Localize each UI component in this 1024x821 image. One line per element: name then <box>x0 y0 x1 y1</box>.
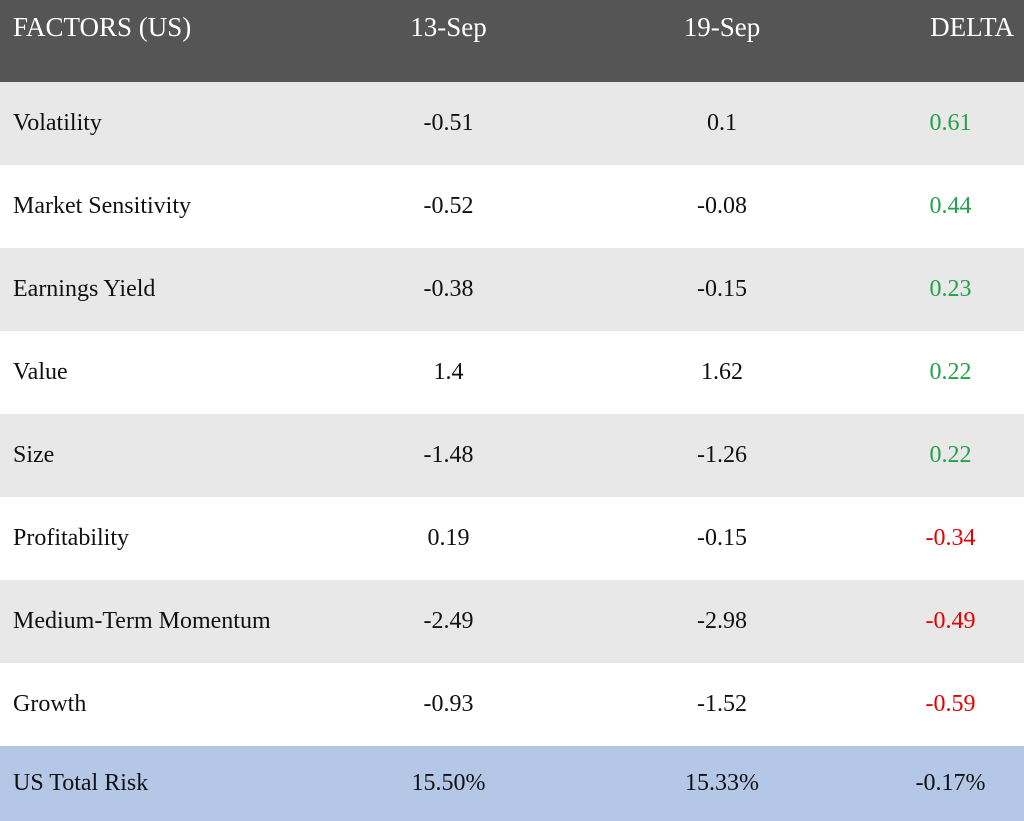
delta-value: -0.49 <box>925 608 976 634</box>
value-19-sep: 0.1 <box>707 110 737 136</box>
value-19-sep: -0.15 <box>697 525 747 551</box>
header-date-1: 13-Sep <box>410 12 487 42</box>
delta-value: -0.34 <box>925 525 976 551</box>
total-label: US Total Risk <box>13 770 149 796</box>
value-13-sep: -0.38 <box>423 276 474 302</box>
total-value-1: 15.50% <box>411 770 486 796</box>
value-19-sep: -1.52 <box>697 691 747 717</box>
header-date-2: 19-Sep <box>683 12 761 42</box>
table-row: Volatility -0.51 0.1 0.61 <box>0 82 1024 165</box>
table-row: Earnings Yield -0.38 -0.15 0.23 <box>0 248 1024 331</box>
value-19-sep: -1.26 <box>697 442 747 468</box>
delta-value: 0.22 <box>929 442 972 468</box>
table-header-row: FACTORS (US) 13-Sep 19-Sep DELTA <box>0 0 1024 82</box>
value-13-sep: -0.93 <box>423 691 474 717</box>
total-row: US Total Risk 15.50% 15.33% -0.17% <box>0 746 1024 821</box>
value-13-sep: -0.51 <box>423 110 474 136</box>
factor-name: Earnings Yield <box>13 276 156 302</box>
table-row: Size -1.48 -1.26 0.22 <box>0 414 1024 497</box>
factor-name: Volatility <box>13 110 102 136</box>
delta-value: 0.22 <box>929 359 972 385</box>
value-19-sep: 1.62 <box>701 359 743 385</box>
value-19-sep: -2.98 <box>697 608 747 634</box>
table-row: Value 1.4 1.62 0.22 <box>0 331 1024 414</box>
table-row: Profitability 0.19 -0.15 -0.34 <box>0 497 1024 580</box>
table-body: Volatility -0.51 0.1 0.61 Market Sensitivity… <box>0 82 1024 746</box>
delta-value: 0.61 <box>929 110 972 136</box>
table-row: Growth -0.93 -1.52 -0.59 <box>0 663 1024 746</box>
value-13-sep: -1.48 <box>423 442 474 468</box>
factor-name: Market Sensitivity <box>13 193 191 219</box>
value-13-sep: -0.52 <box>423 193 474 219</box>
value-13-sep: -2.49 <box>423 608 474 634</box>
factor-name: Size <box>13 442 55 468</box>
factor-name: Profitability <box>13 525 129 551</box>
table-row: Medium-Term Momentum -2.49 -2.98 -0.49 <box>0 580 1024 663</box>
value-19-sep: -0.15 <box>697 276 747 302</box>
delta-value: 0.44 <box>929 193 972 219</box>
factor-name: Growth <box>13 691 87 717</box>
table-row: Market Sensitivity -0.52 -0.08 0.44 <box>0 165 1024 248</box>
delta-value: 0.23 <box>929 276 972 302</box>
value-13-sep: 1.4 <box>433 359 464 385</box>
value-19-sep: -0.08 <box>697 193 747 219</box>
header-delta: DELTA <box>930 12 1014 42</box>
total-delta: -0.17% <box>915 770 986 796</box>
factor-name: Value <box>13 359 68 385</box>
delta-value: -0.59 <box>925 691 976 717</box>
total-value-2: 15.33% <box>685 770 759 796</box>
header-factors: FACTORS (US) <box>13 12 192 42</box>
value-13-sep: 0.19 <box>427 525 470 551</box>
factor-name: Medium-Term Momentum <box>13 608 271 634</box>
